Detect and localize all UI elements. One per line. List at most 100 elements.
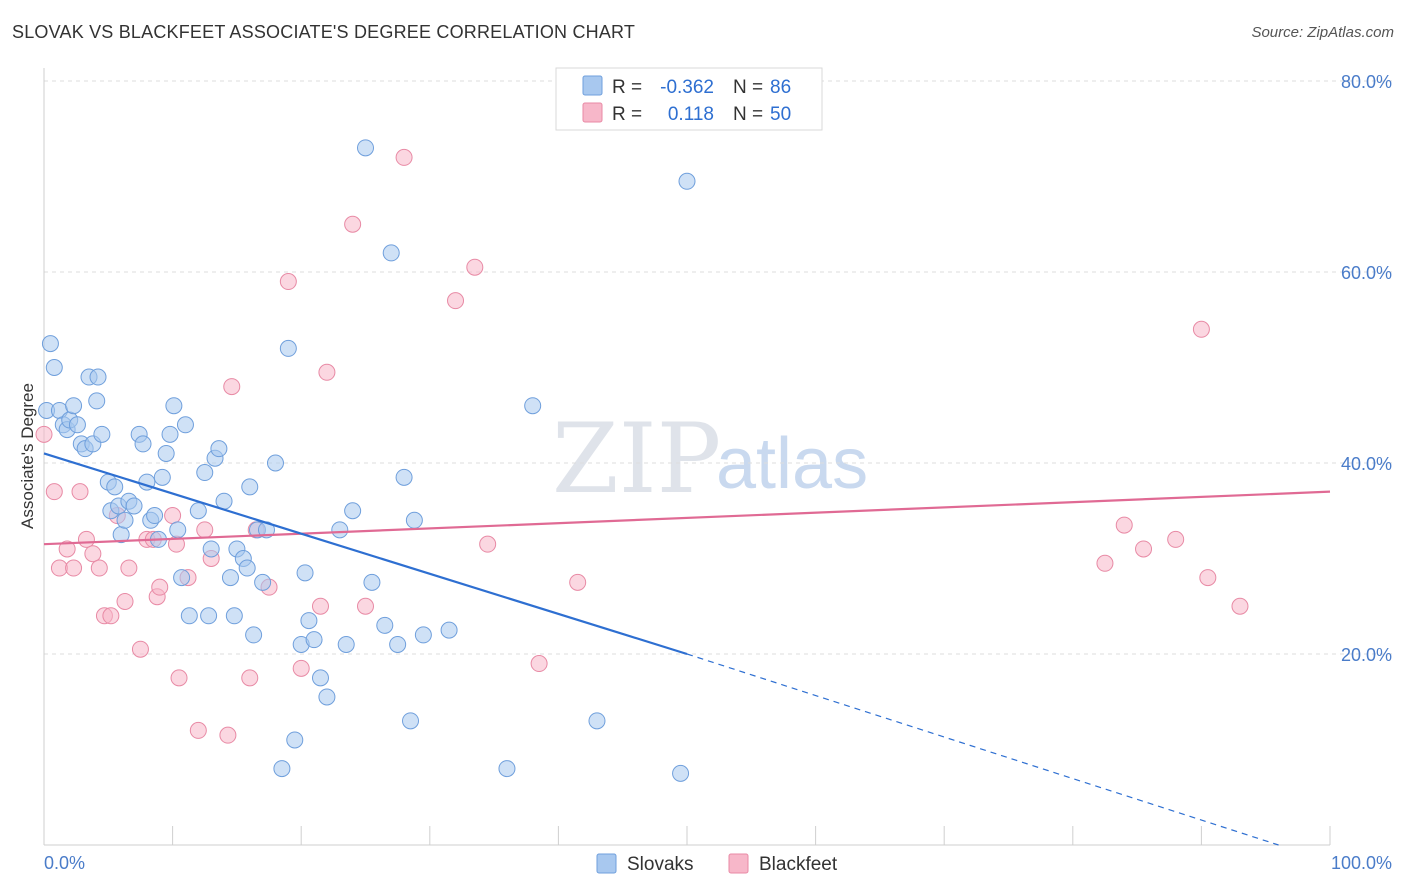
watermark-atlas: atlas bbox=[716, 424, 868, 504]
slovaks-point bbox=[363, 573, 381, 591]
blackfeet-point bbox=[189, 721, 207, 739]
y-tick-label: 80.0% bbox=[1341, 72, 1392, 92]
blackfeet-point bbox=[279, 273, 297, 291]
blackfeet-trend-line bbox=[43, 490, 1331, 546]
blackfeet-point bbox=[1192, 320, 1210, 338]
slovaks-point bbox=[173, 569, 191, 587]
blackfeet-legend-swatch bbox=[582, 102, 603, 123]
blackfeet-point bbox=[569, 573, 587, 591]
blackfeet-point bbox=[479, 535, 497, 553]
blackfeet-point bbox=[1096, 554, 1114, 572]
slovaks-point bbox=[200, 607, 218, 625]
slovaks-points bbox=[38, 139, 696, 782]
blackfeet-point bbox=[292, 659, 310, 677]
blackfeet-point bbox=[58, 540, 76, 558]
y-tick-labels: 20.0% 40.0% 60.0% 80.0% bbox=[1341, 72, 1392, 665]
y-tick-label: 40.0% bbox=[1341, 454, 1392, 474]
slovaks-n-label: N = bbox=[733, 77, 763, 98]
slovaks-legend-label: Slovaks bbox=[627, 854, 694, 875]
slovaks-point bbox=[266, 454, 284, 472]
blackfeet-point bbox=[131, 640, 149, 658]
slovaks-point bbox=[238, 559, 256, 577]
slovaks-legend-marker bbox=[596, 853, 617, 874]
slovaks-point bbox=[88, 392, 106, 410]
y-tick-label: 20.0% bbox=[1341, 645, 1392, 665]
slovaks-point bbox=[165, 397, 183, 415]
slovaks-point bbox=[286, 731, 304, 749]
blackfeet-point bbox=[45, 483, 63, 501]
blackfeet-point bbox=[84, 545, 102, 563]
blackfeet-legend-label: Blackfeet bbox=[759, 854, 838, 875]
slovaks-point bbox=[180, 607, 198, 625]
slovaks-point bbox=[389, 635, 407, 653]
slovaks-point bbox=[344, 502, 362, 520]
blackfeet-n-label: N = bbox=[733, 104, 763, 125]
slovaks-point bbox=[311, 669, 329, 687]
slovaks-point bbox=[225, 607, 243, 625]
slovaks-point bbox=[376, 616, 394, 634]
slovaks-point bbox=[331, 521, 349, 539]
x-tick-label-min: 0.0% bbox=[44, 853, 85, 873]
slovaks-point bbox=[116, 511, 134, 529]
slovaks-r-value: -0.362 bbox=[660, 77, 714, 98]
blackfeet-point bbox=[120, 559, 138, 577]
blackfeet-point bbox=[65, 559, 83, 577]
slovaks-point bbox=[395, 468, 413, 486]
blackfeet-point bbox=[196, 521, 214, 539]
y-tick-label: 60.0% bbox=[1341, 263, 1392, 283]
blackfeet-point bbox=[530, 655, 548, 673]
y-axis-label: Associate's Degree bbox=[18, 383, 37, 529]
slovaks-point bbox=[440, 621, 458, 639]
slovaks-trend-extension bbox=[686, 653, 1279, 846]
slovaks-point bbox=[157, 444, 175, 462]
slovaks-point bbox=[498, 760, 516, 778]
slovaks-point bbox=[68, 416, 86, 434]
blackfeet-point bbox=[395, 148, 413, 166]
x-tick-label-max: 100.0% bbox=[1331, 853, 1392, 873]
slovaks-point bbox=[357, 139, 374, 157]
slovaks-point bbox=[405, 511, 423, 529]
slovaks-point bbox=[588, 712, 606, 730]
blackfeet-point bbox=[223, 378, 241, 396]
watermark: ZIP atlas bbox=[552, 403, 868, 515]
slovaks-point bbox=[414, 626, 432, 644]
blackfeet-point bbox=[151, 578, 169, 596]
blackfeet-point bbox=[357, 597, 374, 615]
slovaks-r-label: R = bbox=[612, 77, 642, 98]
blackfeet-point bbox=[219, 726, 237, 744]
slovaks-point bbox=[169, 521, 187, 539]
slovaks-point bbox=[524, 397, 542, 415]
blackfeet-point bbox=[71, 483, 89, 501]
slovaks-point bbox=[318, 688, 336, 706]
blackfeet-point bbox=[1167, 530, 1185, 548]
slovaks-point bbox=[146, 507, 164, 525]
blackfeet-point bbox=[90, 559, 108, 577]
slovaks-point bbox=[125, 497, 143, 515]
blackfeet-point bbox=[311, 597, 329, 615]
blackfeet-points bbox=[35, 148, 1249, 744]
blackfeet-point bbox=[1135, 540, 1153, 558]
blackfeet-point bbox=[466, 258, 484, 276]
slovaks-point bbox=[65, 397, 83, 415]
blackfeet-n-value: 50 bbox=[770, 104, 791, 125]
trend-lines bbox=[43, 452, 1331, 846]
slovaks-point bbox=[245, 626, 263, 644]
watermark-zip: ZIP bbox=[552, 403, 721, 515]
slovaks-point bbox=[210, 440, 228, 458]
slovaks-point bbox=[41, 335, 59, 353]
chart-source: Source: ZipAtlas.com bbox=[1251, 24, 1394, 41]
blackfeet-point bbox=[318, 363, 336, 381]
blackfeet-r-label: R = bbox=[612, 104, 642, 125]
blackfeet-point bbox=[77, 530, 95, 548]
slovaks-point bbox=[221, 569, 239, 587]
slovaks-point bbox=[672, 764, 690, 782]
slovaks-point bbox=[402, 712, 420, 730]
blackfeet-point bbox=[447, 292, 465, 310]
slovaks-point bbox=[305, 631, 323, 649]
slovaks-legend-swatch bbox=[582, 75, 603, 96]
slovaks-point bbox=[296, 564, 314, 582]
chart-title: SLOVAK VS BLACKFEET ASSOCIATE'S DEGREE C… bbox=[12, 22, 636, 42]
blackfeet-point bbox=[35, 425, 53, 443]
blackfeet-point bbox=[50, 559, 68, 577]
slovaks-point bbox=[254, 573, 272, 591]
